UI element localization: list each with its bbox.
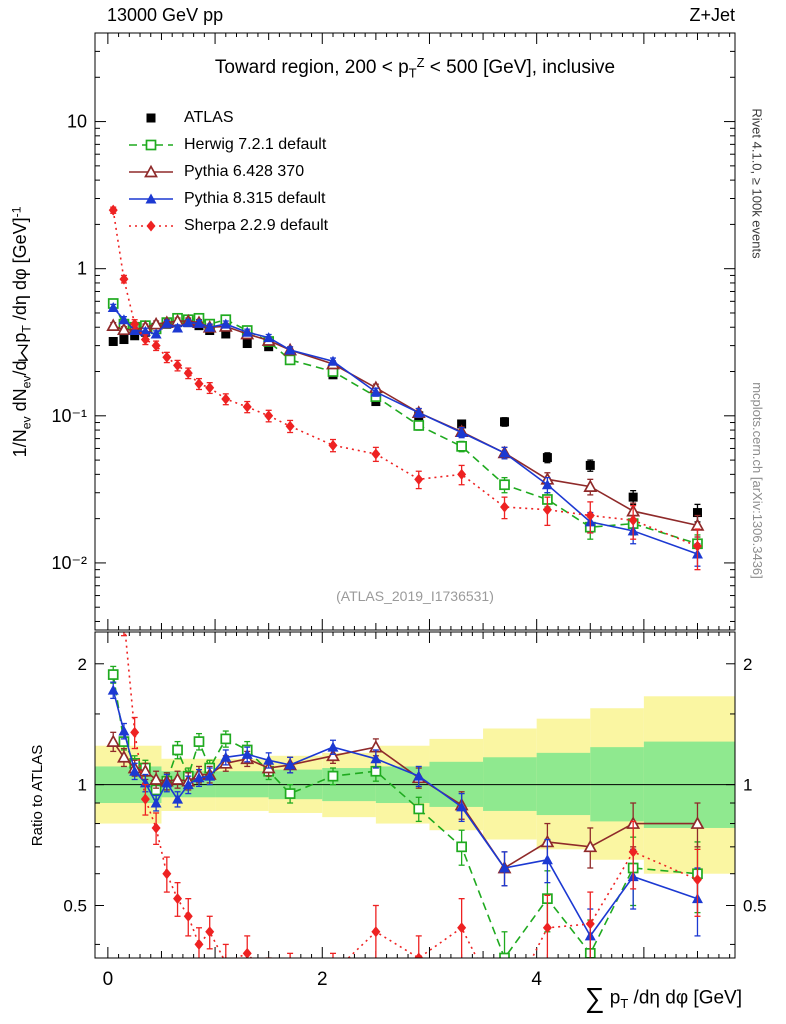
y-axis-label-ratio-wrap: Ratio to ATLAS	[26, 632, 50, 958]
legend-label-atlas: ATLAS	[184, 108, 234, 126]
axis-tick-labels: 0 2 4 10⁻² 10⁻¹ 1 10 0.5 0.5 1 1 2 2	[51, 112, 766, 990]
legend-label-herwig: Herwig 7.2.1 default	[184, 135, 327, 153]
svg-text:4: 4	[531, 969, 542, 990]
green-band-segment	[536, 752, 591, 816]
main-panel-frame	[94, 32, 736, 631]
legend-marker-sherpa-icon	[129, 220, 173, 231]
legend: ATLAS Herwig 7.2.1 default Pythia 6.428 37…	[128, 104, 328, 239]
process-label: Z+Jet	[689, 5, 735, 25]
legend-item-pythia8: Pythia 8.315 default	[128, 185, 328, 212]
ratio-series-layer	[106, 632, 705, 958]
main-series-atlas	[108, 318, 702, 523]
y-axis-label-main: 1/Nev dNev/d∑ pT /dη dφ [GeV]-1	[9, 206, 33, 457]
legend-label-sherpa: Sherpa 2.2.9 default	[184, 216, 329, 234]
analysis-watermark: (ATLAS_2019_I1736531)	[336, 588, 494, 604]
plot-title: Toward region, 200 < pTZ < 500 [GeV], in…	[214, 55, 616, 81]
beam-energy-label: 13000 GeV pp	[107, 5, 224, 25]
mcplots-credit-wrap: mcplots.cern.ch [arXiv:1306.3436]	[746, 330, 768, 630]
svg-text:1: 1	[78, 776, 87, 795]
legend-item-herwig: Herwig 7.2.1 default	[128, 131, 328, 158]
svg-text:2: 2	[317, 969, 328, 990]
svg-text:1: 1	[743, 776, 752, 795]
legend-marker-herwig-icon	[129, 139, 173, 150]
svg-text:0.5: 0.5	[743, 897, 767, 916]
main-series-pythia8	[107, 301, 703, 567]
ratio-series-sherpa	[120, 632, 702, 958]
main-series-layer	[106, 204, 705, 571]
legend-marker-pythia6-icon	[129, 164, 173, 177]
svg-text:1: 1	[77, 259, 87, 279]
y-axis-label-ratio: Ratio to ATLAS	[29, 744, 47, 846]
legend-label-pythia6: Pythia 6.428 370	[184, 162, 305, 180]
legend-label-pythia8: Pythia 8.315 default	[184, 189, 326, 207]
main-series-herwig	[107, 298, 703, 555]
svg-text:0.5: 0.5	[63, 897, 87, 916]
x-axis-label: ∑ pT /dη dφ [GeV]	[584, 982, 742, 1013]
main-series-pythia6	[106, 313, 705, 538]
legend-item-atlas: ATLAS	[128, 104, 328, 131]
y-axis-label-main-wrap: 1/Nev dNev/d∑ pT /dη dφ [GeV]-1	[2, 33, 40, 630]
legend-marker-atlas-icon	[146, 113, 156, 122]
main-series-sherpa	[108, 204, 702, 571]
rivet-version-wrap: Rivet 4.1.0, ≥ 100k events	[746, 33, 768, 333]
svg-text:10⁻²: 10⁻²	[51, 553, 87, 573]
svg-text:10: 10	[67, 112, 87, 132]
svg-text:10⁻¹: 10⁻¹	[51, 406, 87, 426]
svg-text:2: 2	[743, 655, 752, 674]
rivet-version-label: Rivet 4.1.0, ≥ 100k events	[749, 107, 765, 259]
green-band-segment	[483, 757, 537, 811]
svg-text:2: 2	[78, 655, 87, 674]
mcplots-credit-label: mcplots.cern.ch [arXiv:1306.3436]	[749, 381, 765, 579]
svg-text:0: 0	[103, 969, 114, 990]
legend-item-sherpa: Sherpa 2.2.9 default	[128, 212, 328, 239]
legend-item-pythia6: Pythia 6.428 370	[128, 158, 328, 185]
ratio-panel-frame	[94, 631, 736, 959]
legend-marker-pythia8-icon	[129, 193, 173, 203]
